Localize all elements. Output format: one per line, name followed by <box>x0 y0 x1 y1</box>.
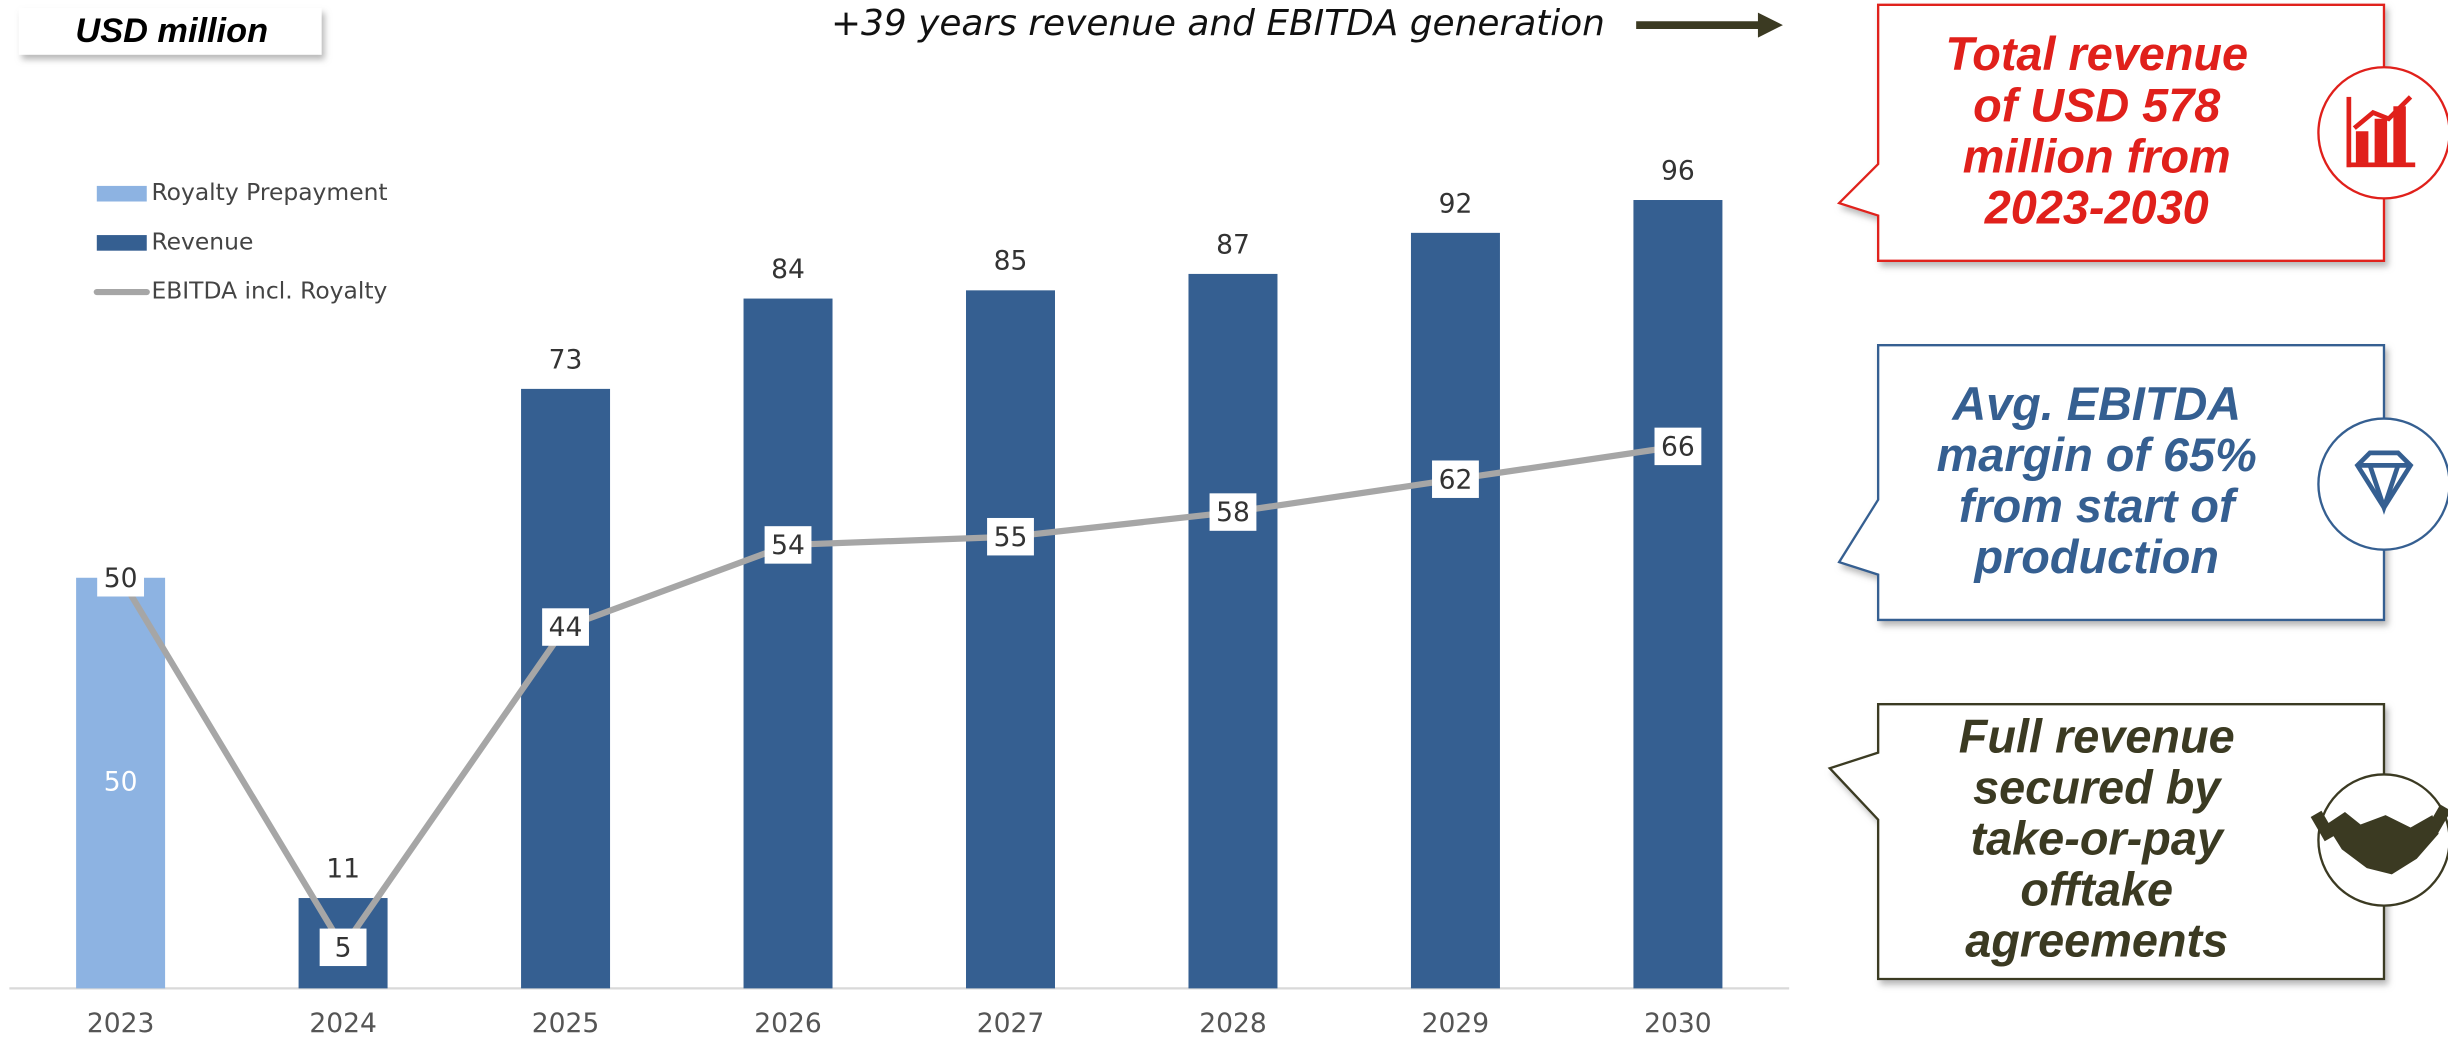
bar <box>521 388 611 989</box>
bar-value-label: 73 <box>549 344 583 375</box>
line <box>117 443 1679 954</box>
line-value-label: 55 <box>994 522 1028 553</box>
callout-text: production <box>1972 531 2219 583</box>
x-tick-label: 2024 <box>309 1008 377 1039</box>
callout-box <box>1836 3 2386 263</box>
legend-label: Royalty Prepayment <box>151 178 387 206</box>
legend-swatch <box>96 185 147 202</box>
label-box <box>764 526 812 564</box>
x-tick-label: 2025 <box>532 1008 600 1039</box>
x-tick-label: 2028 <box>1199 1008 1267 1039</box>
chart-icon-line <box>2352 95 2413 130</box>
label-box <box>97 559 145 597</box>
callout-box <box>1827 703 2386 981</box>
callout-text: of USD 578 <box>1973 79 2220 131</box>
handshake-icon <box>2310 804 2448 875</box>
line-value-label: 66 <box>1661 431 1695 462</box>
legend-swatch <box>96 235 147 251</box>
callout-text: margin of 65% <box>1937 429 2257 481</box>
arrow-head <box>1757 12 1783 38</box>
icon-circle <box>2317 417 2448 551</box>
x-tick-label: 2026 <box>754 1008 822 1039</box>
callout-text: Total revenue <box>1945 28 2248 80</box>
bar <box>1633 200 1723 989</box>
bar-value-label: 96 <box>1661 155 1695 186</box>
bar-value-label: 11 <box>326 853 360 884</box>
bar <box>1410 232 1500 989</box>
line-value-label: 44 <box>549 612 583 643</box>
callout-text: from start of <box>1959 480 2239 532</box>
bar <box>1188 273 1278 989</box>
legend-label: Revenue <box>151 227 253 255</box>
callout-text: offtake <box>2020 864 2173 916</box>
bar-value-label: 92 <box>1439 188 1473 219</box>
legend-label: EBITDA incl. Royalty <box>151 277 387 305</box>
line-value-label: 58 <box>1216 497 1250 528</box>
callout-text: Full revenue <box>1959 711 2235 763</box>
callout-text: Avg. EBITDA <box>1951 378 2241 430</box>
bar-value-label: 50 <box>104 767 138 798</box>
bar <box>76 577 166 989</box>
callout-text: take-or-pay <box>1971 813 2225 865</box>
bar <box>966 290 1055 989</box>
bar-value-label: 84 <box>771 254 805 285</box>
diamond-icon <box>2354 450 2414 515</box>
label-box <box>1654 427 1702 466</box>
bar-value-label: 87 <box>1216 229 1250 260</box>
x-tick-label: 2029 <box>1422 1008 1490 1039</box>
callout-text: 2023-2030 <box>1984 181 2209 233</box>
label-box <box>319 928 367 967</box>
callout-text: secured by <box>1973 762 2222 814</box>
chart-icon <box>2346 96 2416 168</box>
x-tick-label: 2027 <box>977 1008 1045 1039</box>
x-tick-label: 2030 <box>1644 1008 1712 1039</box>
headline: +39 years revenue and EBITDA generation <box>831 3 1605 44</box>
callout-box <box>1837 343 2386 622</box>
unit-box <box>18 7 322 55</box>
x-tick-label: 2023 <box>87 1008 155 1039</box>
label-box <box>987 517 1034 556</box>
line-value-label: 5 <box>335 932 352 963</box>
label-box <box>1209 493 1257 531</box>
callout-text: agreements <box>1965 915 2228 967</box>
line-value-label: 62 <box>1439 464 1473 495</box>
label-box <box>542 608 589 646</box>
line-value-label: 54 <box>771 530 805 561</box>
bar <box>743 298 833 989</box>
unit-label: USD million <box>75 12 268 50</box>
callout-text: million from <box>1963 130 2231 182</box>
bar-value-label: 85 <box>994 246 1028 277</box>
line-value-label: 50 <box>104 563 138 594</box>
label-box <box>1432 460 1479 498</box>
